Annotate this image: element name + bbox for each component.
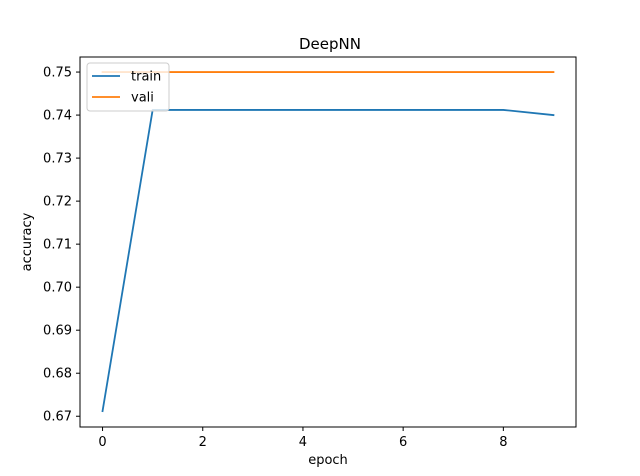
legend-entries: train vali xyxy=(92,70,161,106)
x-tick-label: 2 xyxy=(199,435,207,450)
legend-label-vali: vali xyxy=(131,91,154,106)
legend-box xyxy=(86,62,170,112)
x-axis-ticks: 0 2 4 6 8 xyxy=(98,427,507,450)
chart-title: DeepNN xyxy=(299,35,361,53)
y-tick-label: 0.74 xyxy=(43,109,72,124)
x-tick-label: 8 xyxy=(499,435,507,450)
series-group xyxy=(101,71,555,413)
y-axis-label: accuracy xyxy=(20,212,35,271)
y-tick-label: 0.73 xyxy=(43,152,72,167)
y-tick-label: 0.69 xyxy=(43,324,72,339)
y-tick-label: 0.75 xyxy=(43,66,72,81)
series-line-train xyxy=(101,109,555,413)
y-tick-label: 0.70 xyxy=(43,281,72,296)
legend: train vali xyxy=(86,62,170,112)
y-tick-label: 0.71 xyxy=(43,238,72,253)
y-tick-label: 0.67 xyxy=(43,410,72,425)
y-tick-label: 0.68 xyxy=(43,367,72,382)
x-tick-label: 6 xyxy=(399,435,407,450)
legend-label-train: train xyxy=(131,70,161,85)
x-tick-label: 4 xyxy=(299,435,307,450)
x-tick-label: 0 xyxy=(98,435,106,450)
axes-frame xyxy=(79,56,577,428)
x-axis-label: epoch xyxy=(308,453,348,468)
y-tick-label: 0.72 xyxy=(43,195,72,210)
plot-area xyxy=(79,56,577,428)
y-axis-ticks: 0.67 0.68 0.69 0.70 0.71 0.72 0.73 0.74 0.75 xyxy=(43,66,80,425)
